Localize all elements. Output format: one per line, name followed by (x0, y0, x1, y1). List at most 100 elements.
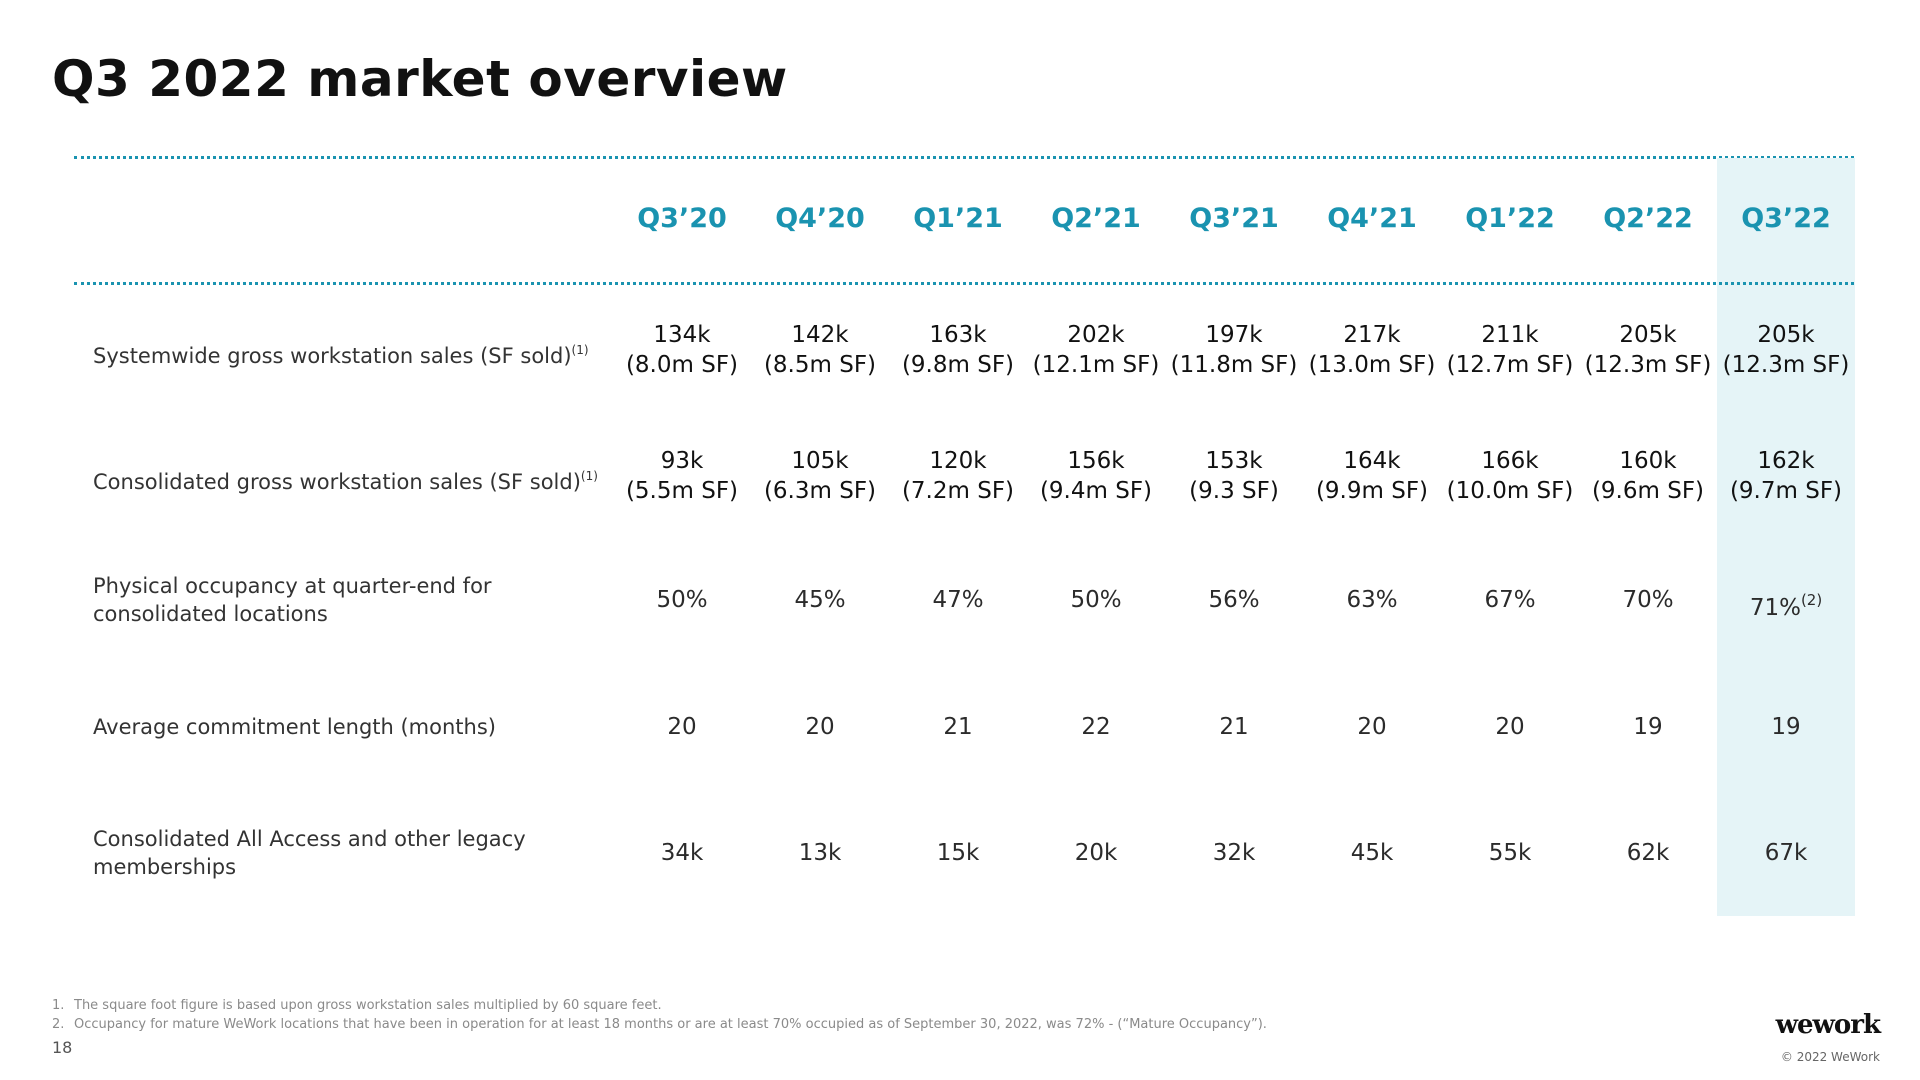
value-text: 120k (929, 448, 987, 474)
value-text: 202k (1067, 322, 1125, 348)
value-cell: 47% (889, 585, 1027, 615)
value-text: 21 (943, 714, 973, 740)
value-cell: 21 (889, 712, 1027, 742)
value-primary: 70% (1579, 585, 1717, 615)
value-secondary: (9.3 SF) (1189, 478, 1279, 504)
value-primary: 67% (1441, 585, 1579, 615)
value-cell: 153k (9.3 SF) (1165, 446, 1303, 506)
value-text: 22 (1081, 714, 1111, 740)
value-cell: 62k (1579, 838, 1717, 868)
value-secondary: (9.9m SF) (1315, 478, 1429, 504)
value-primary: 217k (1303, 320, 1441, 350)
value-primary: 62k (1579, 838, 1717, 868)
value-cell: 160k (9.6m SF) (1579, 446, 1717, 506)
value-primary: 202k (1027, 320, 1165, 350)
value-cell: 19 (1717, 712, 1855, 742)
value-cell: 166k (10.0m SF) (1441, 446, 1579, 506)
value-text: 56% (1208, 587, 1260, 613)
value-text: 50% (656, 587, 708, 613)
value-primary: 67k (1717, 838, 1855, 868)
value-cell: 105k (6.3m SF) (751, 446, 889, 506)
value-secondary: (8.0m SF) (625, 352, 739, 378)
value-text: 153k (1205, 448, 1263, 474)
value-text: 93k (660, 448, 704, 474)
value-text: 45k (1350, 840, 1394, 866)
value-primary: 22 (1027, 712, 1165, 742)
value-cell: 20k (1027, 838, 1165, 868)
value-primary: 19 (1717, 712, 1855, 742)
value-secondary: (12.3m SF) (1722, 352, 1850, 378)
footnote-marker: (1) (580, 469, 598, 483)
quarter-header: Q3’22 (1741, 203, 1831, 234)
page-title: Q3 2022 market overview (52, 50, 788, 108)
value-text: 13k (798, 840, 842, 866)
value-cell: 32k (1165, 838, 1303, 868)
value-primary: 63% (1303, 585, 1441, 615)
value-cell: 56% (1165, 585, 1303, 615)
value-cell: 20 (751, 712, 889, 742)
row-label: Physical occupancy at quarter-end for co… (93, 572, 613, 628)
quarter-header: Q3’20 (637, 203, 727, 234)
current-quarter-highlight (1717, 158, 1855, 916)
value-primary: 21 (889, 712, 1027, 742)
value-text: 205k (1619, 322, 1677, 348)
value-text: 162k (1757, 448, 1815, 474)
value-cell: 50% (1027, 585, 1165, 615)
value-secondary: (10.0m SF) (1446, 478, 1574, 504)
value-text: 21 (1219, 714, 1249, 740)
value-secondary: (13.0m SF) (1308, 352, 1436, 378)
row-label: Consolidated gross workstation sales (SF… (93, 462, 613, 496)
value-primary: 20 (1441, 712, 1579, 742)
value-cell: 205k (12.3m SF) (1717, 320, 1855, 380)
quarter-header: Q4’21 (1327, 203, 1417, 234)
value-text: 205k (1757, 322, 1815, 348)
value-cell: 93k (5.5m SF) (613, 446, 751, 506)
value-primary: 205k (1579, 320, 1717, 350)
value-cell: 120k (7.2m SF) (889, 446, 1027, 506)
value-text: 20 (1357, 714, 1387, 740)
value-text: 134k (653, 322, 711, 348)
value-primary: 15k (889, 838, 1027, 868)
value-secondary: (9.4m SF) (1039, 478, 1153, 504)
value-primary: 160k (1579, 446, 1717, 476)
value-primary: 205k (1717, 320, 1855, 350)
value-cell: 15k (889, 838, 1027, 868)
value-primary: 162k (1717, 446, 1855, 476)
value-cell: 217k (13.0m SF) (1303, 320, 1441, 380)
value-cell: 63% (1303, 585, 1441, 615)
value-text: 34k (660, 840, 704, 866)
value-cell: 156k (9.4m SF) (1027, 446, 1165, 506)
value-primary: 20 (1303, 712, 1441, 742)
value-cell: 67k (1717, 838, 1855, 868)
footnote-marker: (2) (1800, 591, 1823, 609)
quarter-header: Q2’22 (1603, 203, 1693, 234)
value-text: 20k (1074, 840, 1118, 866)
value-cell: 164k (9.9m SF) (1303, 446, 1441, 506)
footnotes: 1. The square foot figure is based upon g… (52, 996, 1267, 1034)
row-label: Consolidated All Access and other legacy… (93, 825, 613, 881)
value-cell: 197k (11.8m SF) (1165, 320, 1303, 380)
value-cell: 45k (1303, 838, 1441, 868)
value-cell: 71%(2) (1717, 585, 1855, 623)
page-number: 18 (52, 1038, 73, 1057)
quarter-header: Q1’22 (1465, 203, 1555, 234)
row-label-text: Consolidated All Access and other legacy… (93, 827, 526, 879)
value-text: 105k (791, 448, 849, 474)
value-cell: 22 (1027, 712, 1165, 742)
quarter-header: Q2’21 (1051, 203, 1141, 234)
quarter-header: Q3’21 (1189, 203, 1279, 234)
value-cell: 21 (1165, 712, 1303, 742)
value-text: 55k (1488, 840, 1532, 866)
value-cell: 45% (751, 585, 889, 615)
value-primary: 50% (1027, 585, 1165, 615)
value-primary: 20k (1027, 838, 1165, 868)
row-label: Systemwide gross workstation sales (SF s… (93, 336, 613, 370)
value-text: 142k (791, 322, 849, 348)
value-text: 50% (1070, 587, 1122, 613)
value-secondary: (12.1m SF) (1032, 352, 1160, 378)
value-primary: 164k (1303, 446, 1441, 476)
quarter-header: Q1’21 (913, 203, 1003, 234)
value-text: 47% (932, 587, 984, 613)
value-primary: 55k (1441, 838, 1579, 868)
value-primary: 166k (1441, 446, 1579, 476)
